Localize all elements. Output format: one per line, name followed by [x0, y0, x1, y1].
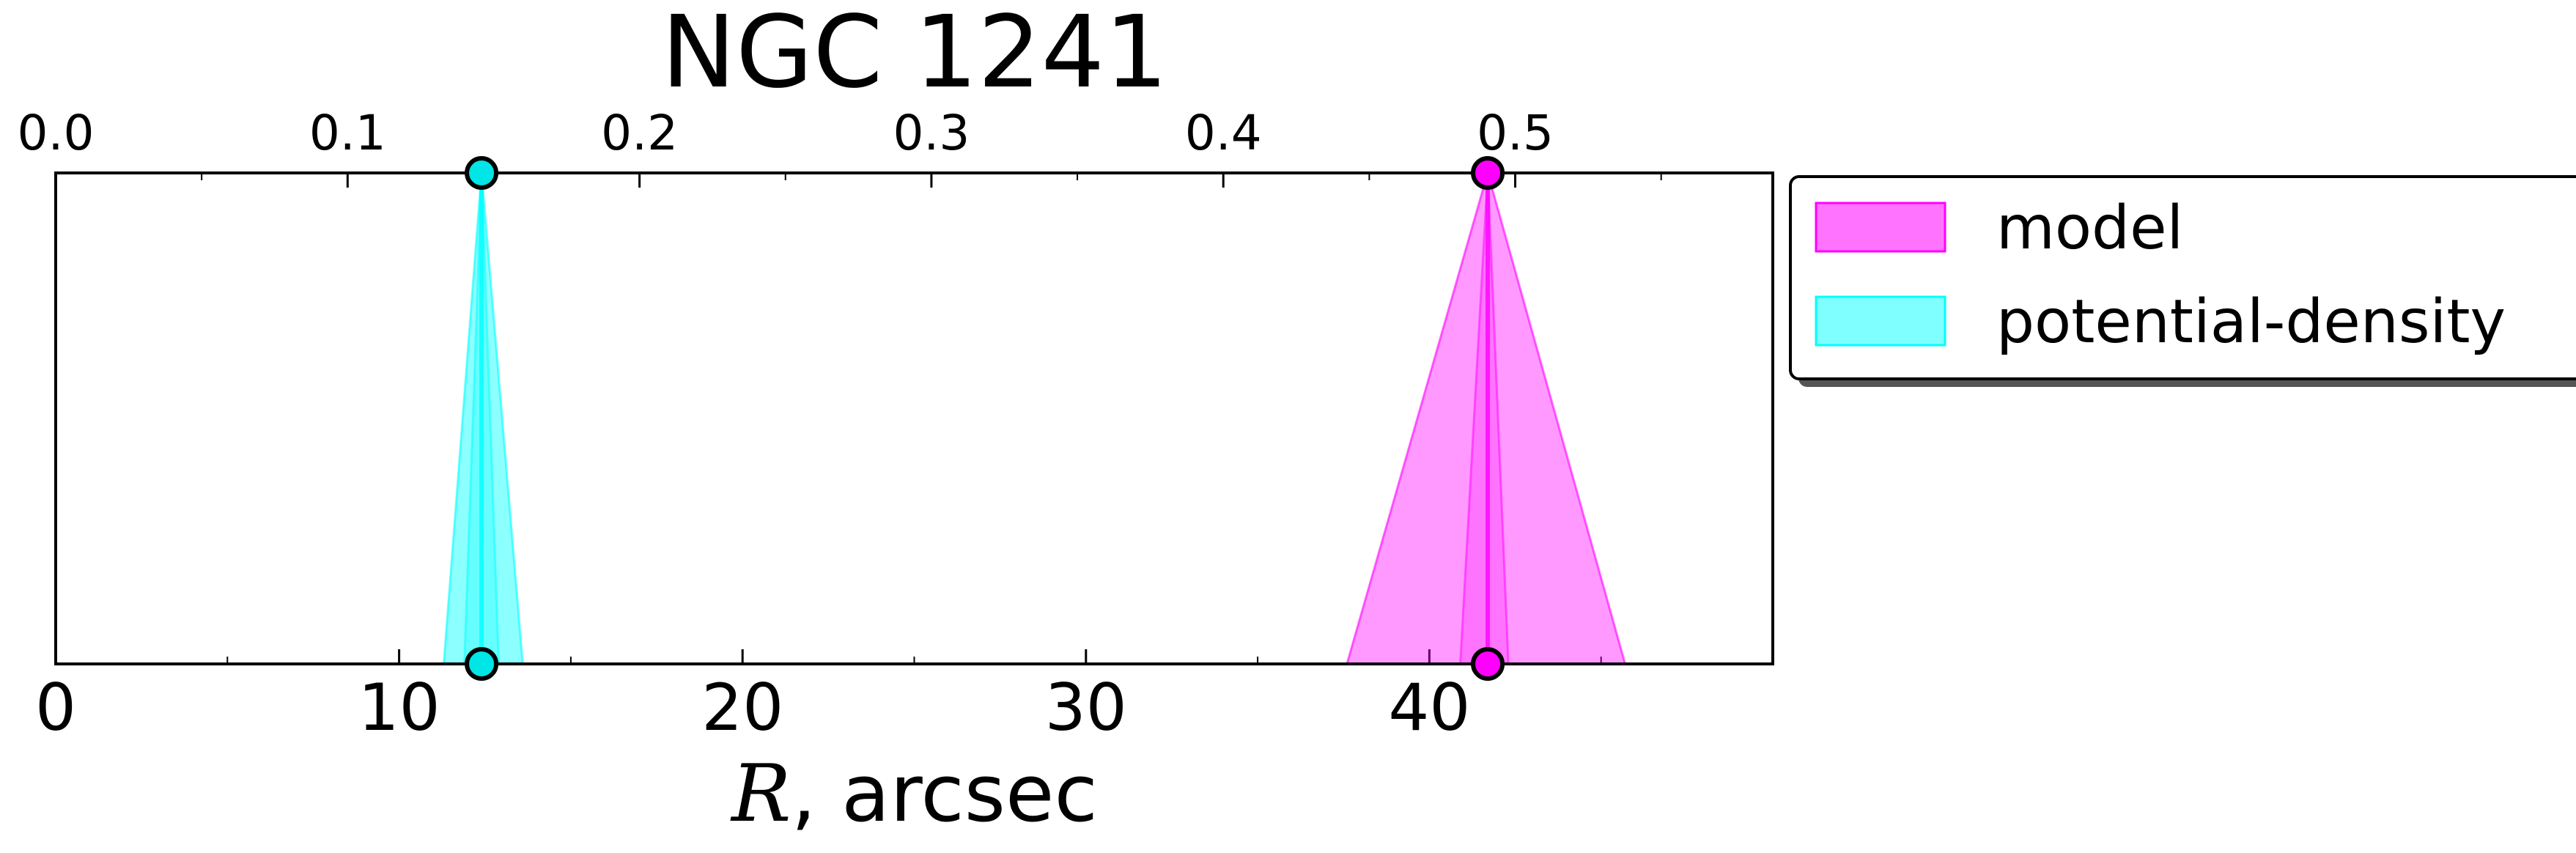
bottom-tick-label: 10 [358, 670, 440, 745]
bottom-tick-label: 0 [35, 670, 76, 745]
legend: model potential-density [1789, 175, 2576, 387]
top-axis: 0.0 0.1 0.2 0.3 0.4 0.5 [18, 105, 1662, 188]
plot-frame [54, 171, 1774, 665]
top-tick-label: 0.0 [18, 105, 95, 161]
potential-density-marker-bottom [465, 647, 499, 681]
legend-label: model [1996, 193, 2183, 263]
marker-layer [465, 156, 1505, 681]
legend-swatch [1815, 202, 1946, 253]
x-axis-label-var: R [730, 748, 791, 840]
model-marker-bottom [1471, 647, 1505, 681]
top-tick-label: 0.2 [601, 105, 678, 161]
top-tick-label: 0.1 [309, 105, 386, 161]
chart-title: NGC 1241 [661, 0, 1167, 111]
top-tick-label: 0.5 [1477, 105, 1554, 161]
bottom-tick-label: 20 [701, 670, 783, 745]
bottom-tick-label: 40 [1388, 670, 1470, 745]
legend-swatch [1815, 295, 1946, 347]
bottom-axis: 0 10 20 30 40 [35, 649, 1602, 745]
x-axis-label-unit: , arcsec [791, 748, 1097, 840]
legend-label: potential-density [1996, 287, 2506, 357]
top-tick-label: 0.4 [1185, 105, 1262, 161]
legend-box [1789, 175, 2576, 380]
legend-items: model potential-density [1815, 193, 2506, 357]
top-tick-label: 0.3 [893, 105, 970, 161]
series-layer [442, 169, 1627, 665]
model-marker-top [1471, 156, 1505, 190]
potential-density-marker-top [465, 156, 499, 190]
x-axis-label: R, arcsec [730, 748, 1098, 840]
bottom-tick-label: 30 [1045, 670, 1127, 745]
